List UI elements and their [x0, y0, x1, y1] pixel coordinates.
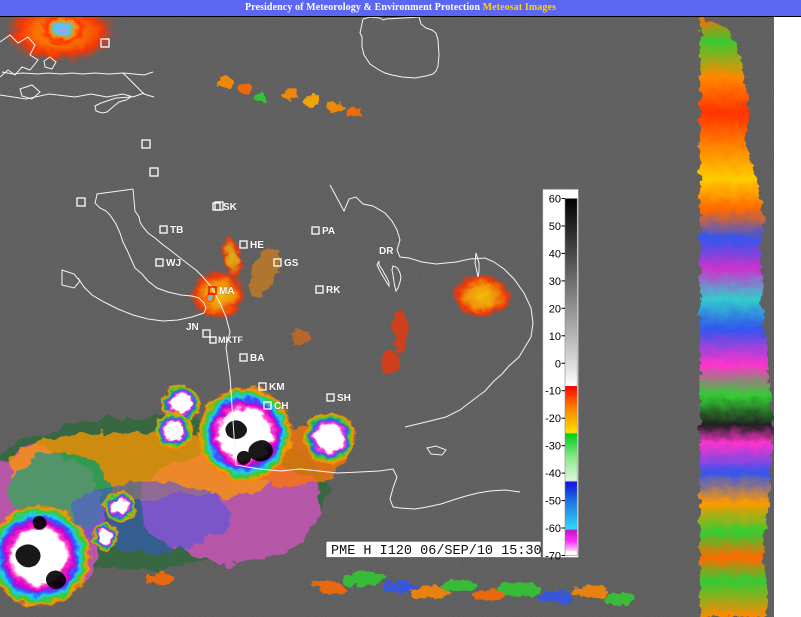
svg-text:-20: -20: [545, 413, 561, 425]
svg-text:KM: KM: [269, 382, 285, 393]
svg-text:BA: BA: [250, 353, 264, 364]
svg-text:40: 40: [549, 248, 561, 260]
svg-text:50: 50: [549, 221, 561, 233]
svg-text:-60: -60: [545, 523, 561, 535]
svg-text:0: 0: [555, 358, 561, 370]
svg-text:MA: MA: [219, 286, 235, 297]
svg-text:PA: PA: [322, 226, 335, 237]
svg-text:WJ: WJ: [166, 258, 181, 269]
svg-text:10: 10: [549, 331, 561, 343]
svg-text:TB: TB: [170, 225, 183, 236]
svg-text:20: 20: [549, 303, 561, 315]
svg-text:DR: DR: [379, 246, 394, 257]
svg-text:PME H I120 06/SEP/10 15:30: PME H I120 06/SEP/10 15:30: [331, 544, 542, 559]
svg-text:60: 60: [549, 194, 561, 206]
svg-text:RK: RK: [326, 285, 341, 296]
svg-text:JN: JN: [186, 322, 199, 333]
svg-text:-70: -70: [545, 551, 561, 563]
svg-text:SK: SK: [223, 202, 238, 213]
svg-text:GS: GS: [284, 258, 299, 269]
svg-text:30: 30: [549, 276, 561, 288]
svg-text:-10: -10: [545, 386, 561, 398]
svg-text:-40: -40: [545, 468, 561, 480]
svg-text:-50: -50: [545, 496, 561, 508]
svg-text:-30: -30: [545, 441, 561, 453]
svg-text:SH: SH: [337, 393, 351, 404]
svg-text:CH: CH: [274, 401, 288, 412]
svg-text:MKTF: MKTF: [218, 335, 243, 345]
svg-text:HE: HE: [250, 240, 264, 251]
